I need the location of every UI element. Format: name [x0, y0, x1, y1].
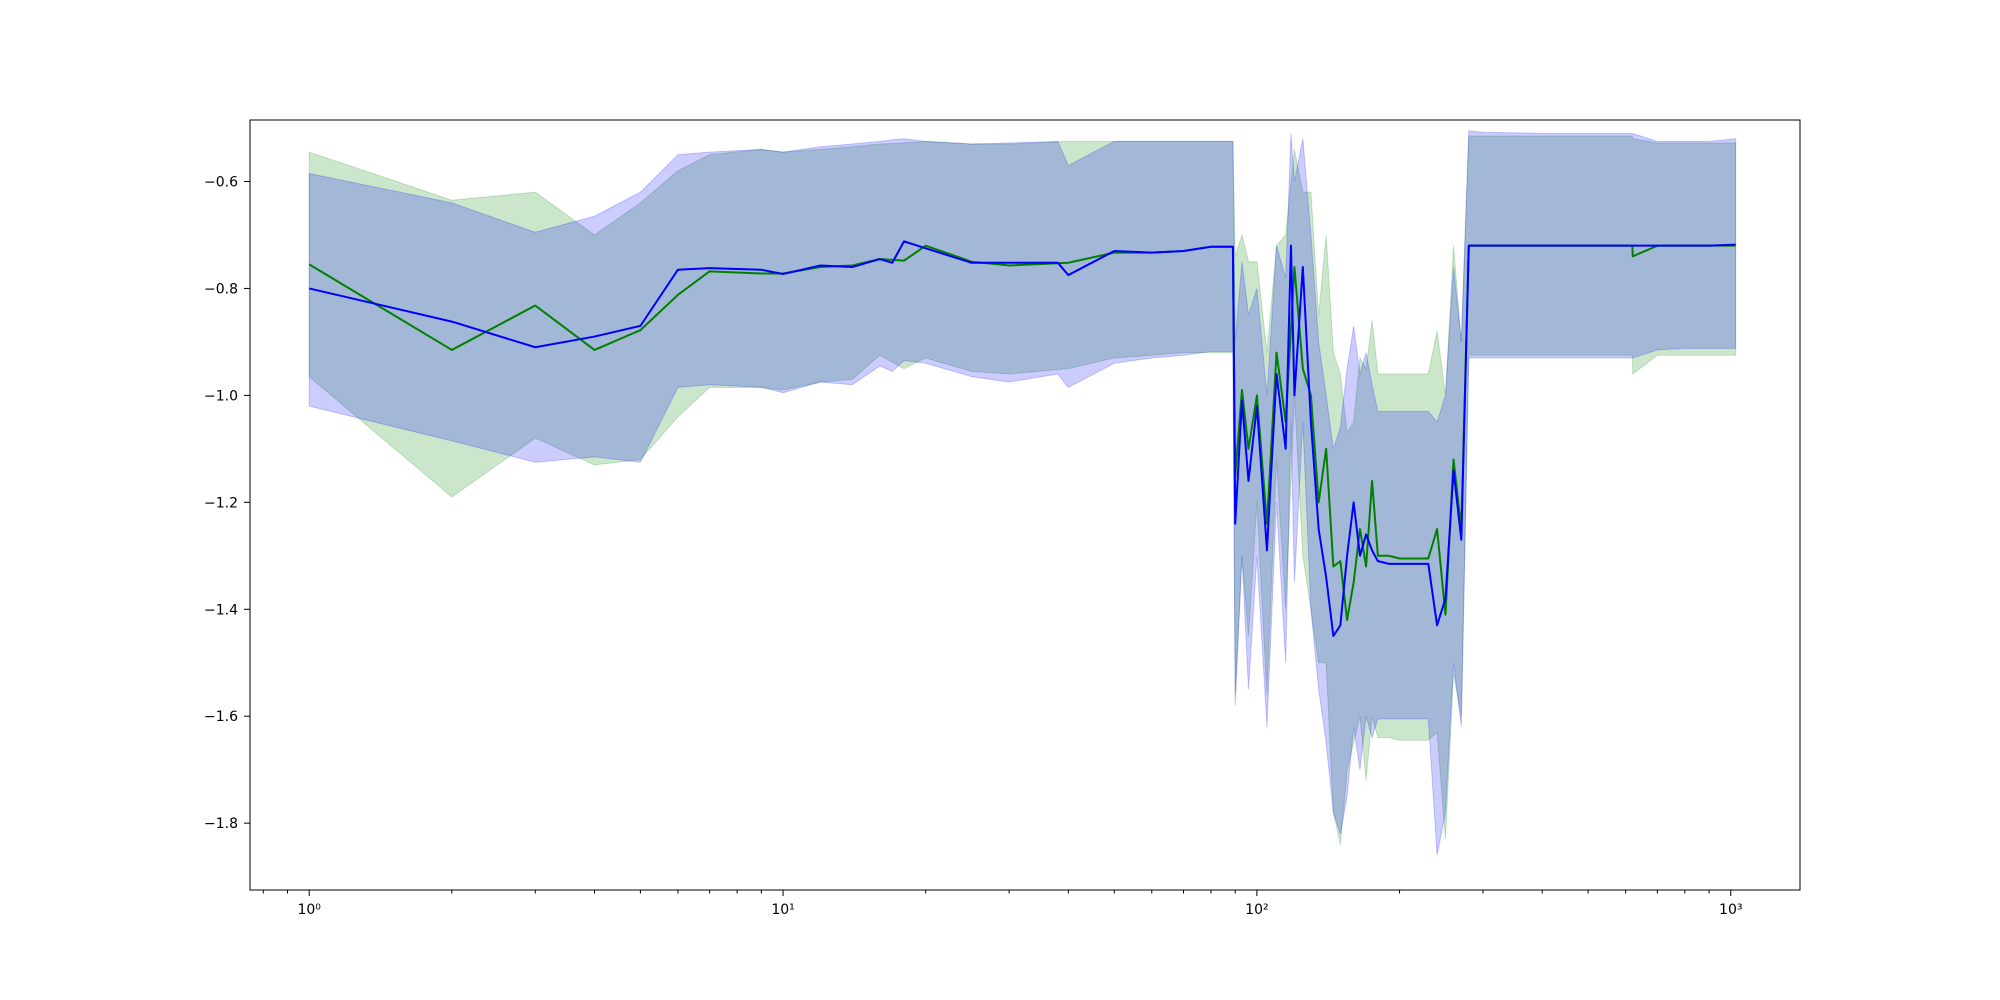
y-tick-label: −1.8 [204, 816, 238, 832]
x-tick-label: 10¹ [771, 902, 794, 918]
series-2-band [308, 130, 1737, 856]
y-axis: −0.6 −0.8 −1.0 −1.2 −1.4 −1.6 −1.8 [204, 174, 250, 832]
series-1-band [308, 135, 1737, 845]
x-axis: 10⁰ 10¹ 10² 10³ [262, 890, 1742, 918]
series-lines [308, 240, 1736, 638]
series-2-line [308, 240, 1736, 638]
y-tick-label: −1.2 [204, 495, 238, 511]
y-tick-label: −0.8 [204, 281, 238, 297]
y-tick-label: −1.0 [204, 388, 238, 404]
y-tick-label: −0.6 [204, 174, 238, 190]
x-tick-label: 10⁰ [297, 902, 321, 918]
plot-frame [249, 119, 1801, 891]
confidence-bands [308, 130, 1737, 856]
y-tick-label: −1.4 [204, 602, 238, 618]
x-tick-label: 10² [1245, 902, 1268, 918]
y-tick-label: −1.6 [204, 709, 238, 725]
x-tick-label: 10³ [1719, 902, 1742, 918]
